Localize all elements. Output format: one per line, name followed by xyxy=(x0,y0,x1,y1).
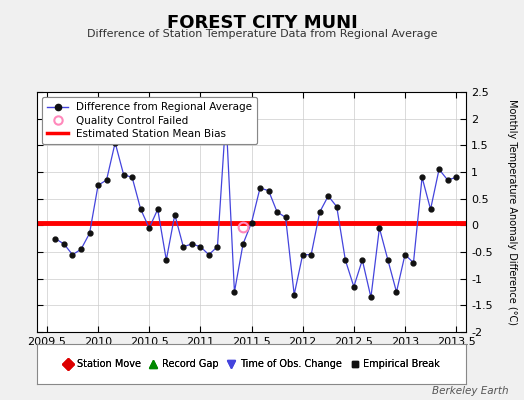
Y-axis label: Monthly Temperature Anomaly Difference (°C): Monthly Temperature Anomaly Difference (… xyxy=(507,99,517,325)
Text: Berkeley Earth: Berkeley Earth xyxy=(432,386,508,396)
Legend: Station Move, Record Gap, Time of Obs. Change, Empirical Break: Station Move, Record Gap, Time of Obs. C… xyxy=(59,355,444,373)
Text: FOREST CITY MUNI: FOREST CITY MUNI xyxy=(167,14,357,32)
Legend: Difference from Regional Average, Quality Control Failed, Estimated Station Mean: Difference from Regional Average, Qualit… xyxy=(42,97,257,144)
Text: Difference of Station Temperature Data from Regional Average: Difference of Station Temperature Data f… xyxy=(87,29,437,39)
